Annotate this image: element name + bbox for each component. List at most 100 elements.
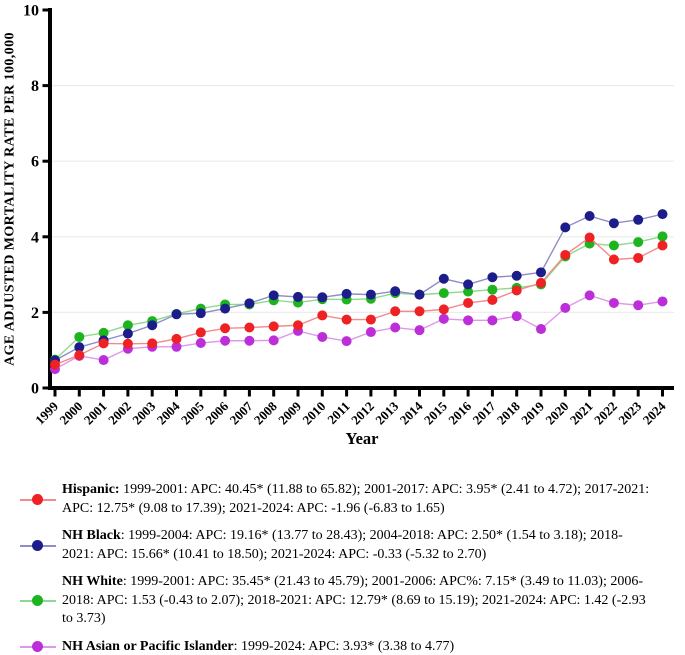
x-tick-label: 2018 <box>494 398 523 427</box>
data-point <box>147 338 158 349</box>
data-point <box>536 277 546 288</box>
x-tick-label: 2021 <box>567 399 596 428</box>
data-point <box>293 320 303 331</box>
legend-label: NH Asian or Pacific Islander <box>62 638 234 654</box>
data-point <box>220 323 231 334</box>
legend-text-hispanic: Hispanic: 1999-2001: APC: 40.45* (11.88 … <box>62 481 654 518</box>
data-point <box>317 292 328 303</box>
data-point <box>633 252 644 263</box>
data-point <box>511 285 522 296</box>
legend-text-nh-asian-pi: NH Asian or Pacific Islander: 1999-2024:… <box>62 638 654 655</box>
legend-label: NH Black <box>62 528 121 543</box>
x-tick-label: 2017 <box>470 398 499 427</box>
data-point <box>438 313 449 324</box>
data-point <box>560 302 571 313</box>
data-point <box>195 327 206 338</box>
x-tick-label: 2010 <box>299 399 328 428</box>
x-tick-label: 2012 <box>348 399 377 428</box>
legend-stats: : 1999-2004: APC: 19.16* (13.77 to 28.43… <box>62 528 623 562</box>
data-point <box>268 335 279 346</box>
data-point <box>98 338 109 349</box>
y-tick-label: 10 <box>23 3 39 20</box>
x-tick-label: 2009 <box>275 398 304 427</box>
x-axis-title: Year <box>346 429 379 448</box>
data-point <box>171 333 182 344</box>
x-tick-label: 2024 <box>640 398 669 427</box>
data-point <box>244 335 255 346</box>
data-point <box>171 309 182 320</box>
y-tick-label: 4 <box>31 229 39 246</box>
x-tick-label: 2020 <box>542 399 571 428</box>
data-point <box>220 335 231 346</box>
data-point <box>244 322 255 333</box>
data-point <box>341 314 352 325</box>
series-nh-black <box>50 209 668 366</box>
x-tick-label: 1999 <box>32 398 61 427</box>
data-point <box>220 303 231 314</box>
x-tick-label: 2015 <box>421 398 450 427</box>
data-point <box>122 320 133 331</box>
x-tick-label: 2019 <box>518 398 547 427</box>
legend-entry-nh-white: NH White: 1999-2001: APC: 35.45* (21.43 … <box>20 573 668 629</box>
legend-text-nh-white: NH White: 1999-2001: APC: 35.45* (21.43 … <box>62 573 654 629</box>
series-nh-white <box>50 231 668 365</box>
nh-asian-pi-series-marker-icon <box>20 641 56 653</box>
x-tick-label: 2007 <box>227 398 256 427</box>
x-tick-label: 2001 <box>81 399 110 428</box>
data-point <box>50 359 60 370</box>
data-point <box>536 324 546 335</box>
x-tick-label: 2002 <box>105 399 134 428</box>
data-point <box>560 222 571 233</box>
hispanic-series-marker-icon <box>20 494 56 506</box>
legend-label: Hispanic: <box>62 482 120 497</box>
x-tick-label: 2003 <box>129 398 158 427</box>
x-tick-label: 2016 <box>445 398 474 427</box>
data-point <box>74 350 85 361</box>
x-tick-label: 2011 <box>324 399 352 427</box>
data-point <box>98 327 109 338</box>
legend-entry-hispanic: Hispanic: 1999-2001: APC: 40.45* (11.88 … <box>20 481 668 518</box>
legend-entry-nh-asian-pi: NH Asian or Pacific Islander: 1999-2024:… <box>20 638 668 655</box>
data-point <box>98 355 109 366</box>
data-point <box>244 298 255 309</box>
x-tick-label: 2014 <box>397 398 426 427</box>
legend-entry-nh-black: NH Black: 1999-2004: APC: 19.16* (13.77 … <box>20 527 668 564</box>
data-point <box>268 290 279 301</box>
data-point <box>536 267 546 278</box>
data-point <box>122 328 133 339</box>
data-point <box>317 310 328 321</box>
data-point <box>195 338 206 349</box>
chart-legend: Hispanic: 1999-2001: APC: 40.45* (11.88 … <box>20 481 668 655</box>
legend-stats: 1999-2001: APC: 40.45* (11.88 to 65.82);… <box>62 482 650 516</box>
data-point <box>317 331 328 342</box>
data-point <box>438 304 449 315</box>
data-point <box>511 270 522 281</box>
data-point <box>147 320 158 331</box>
data-point <box>487 294 498 305</box>
data-point <box>365 289 376 300</box>
data-point <box>414 306 425 317</box>
x-tick-label: 2008 <box>251 398 280 427</box>
data-point <box>657 296 668 307</box>
data-point <box>122 338 133 349</box>
data-point <box>341 336 352 347</box>
data-point <box>633 300 644 311</box>
data-point <box>438 288 449 299</box>
y-tick-label: 8 <box>31 78 39 95</box>
data-point <box>463 279 474 290</box>
data-point <box>463 315 474 326</box>
data-point <box>463 297 474 308</box>
data-point <box>438 273 449 284</box>
data-point <box>633 214 644 225</box>
gridlines <box>52 84 674 313</box>
x-tick-label: 2006 <box>202 398 231 427</box>
data-point <box>657 240 668 251</box>
data-point <box>608 297 619 308</box>
data-point <box>365 314 376 325</box>
data-point <box>293 291 303 302</box>
data-point <box>487 284 498 295</box>
data-point <box>608 254 619 265</box>
data-point <box>584 232 595 243</box>
data-point <box>657 209 668 220</box>
data-point <box>633 237 644 248</box>
